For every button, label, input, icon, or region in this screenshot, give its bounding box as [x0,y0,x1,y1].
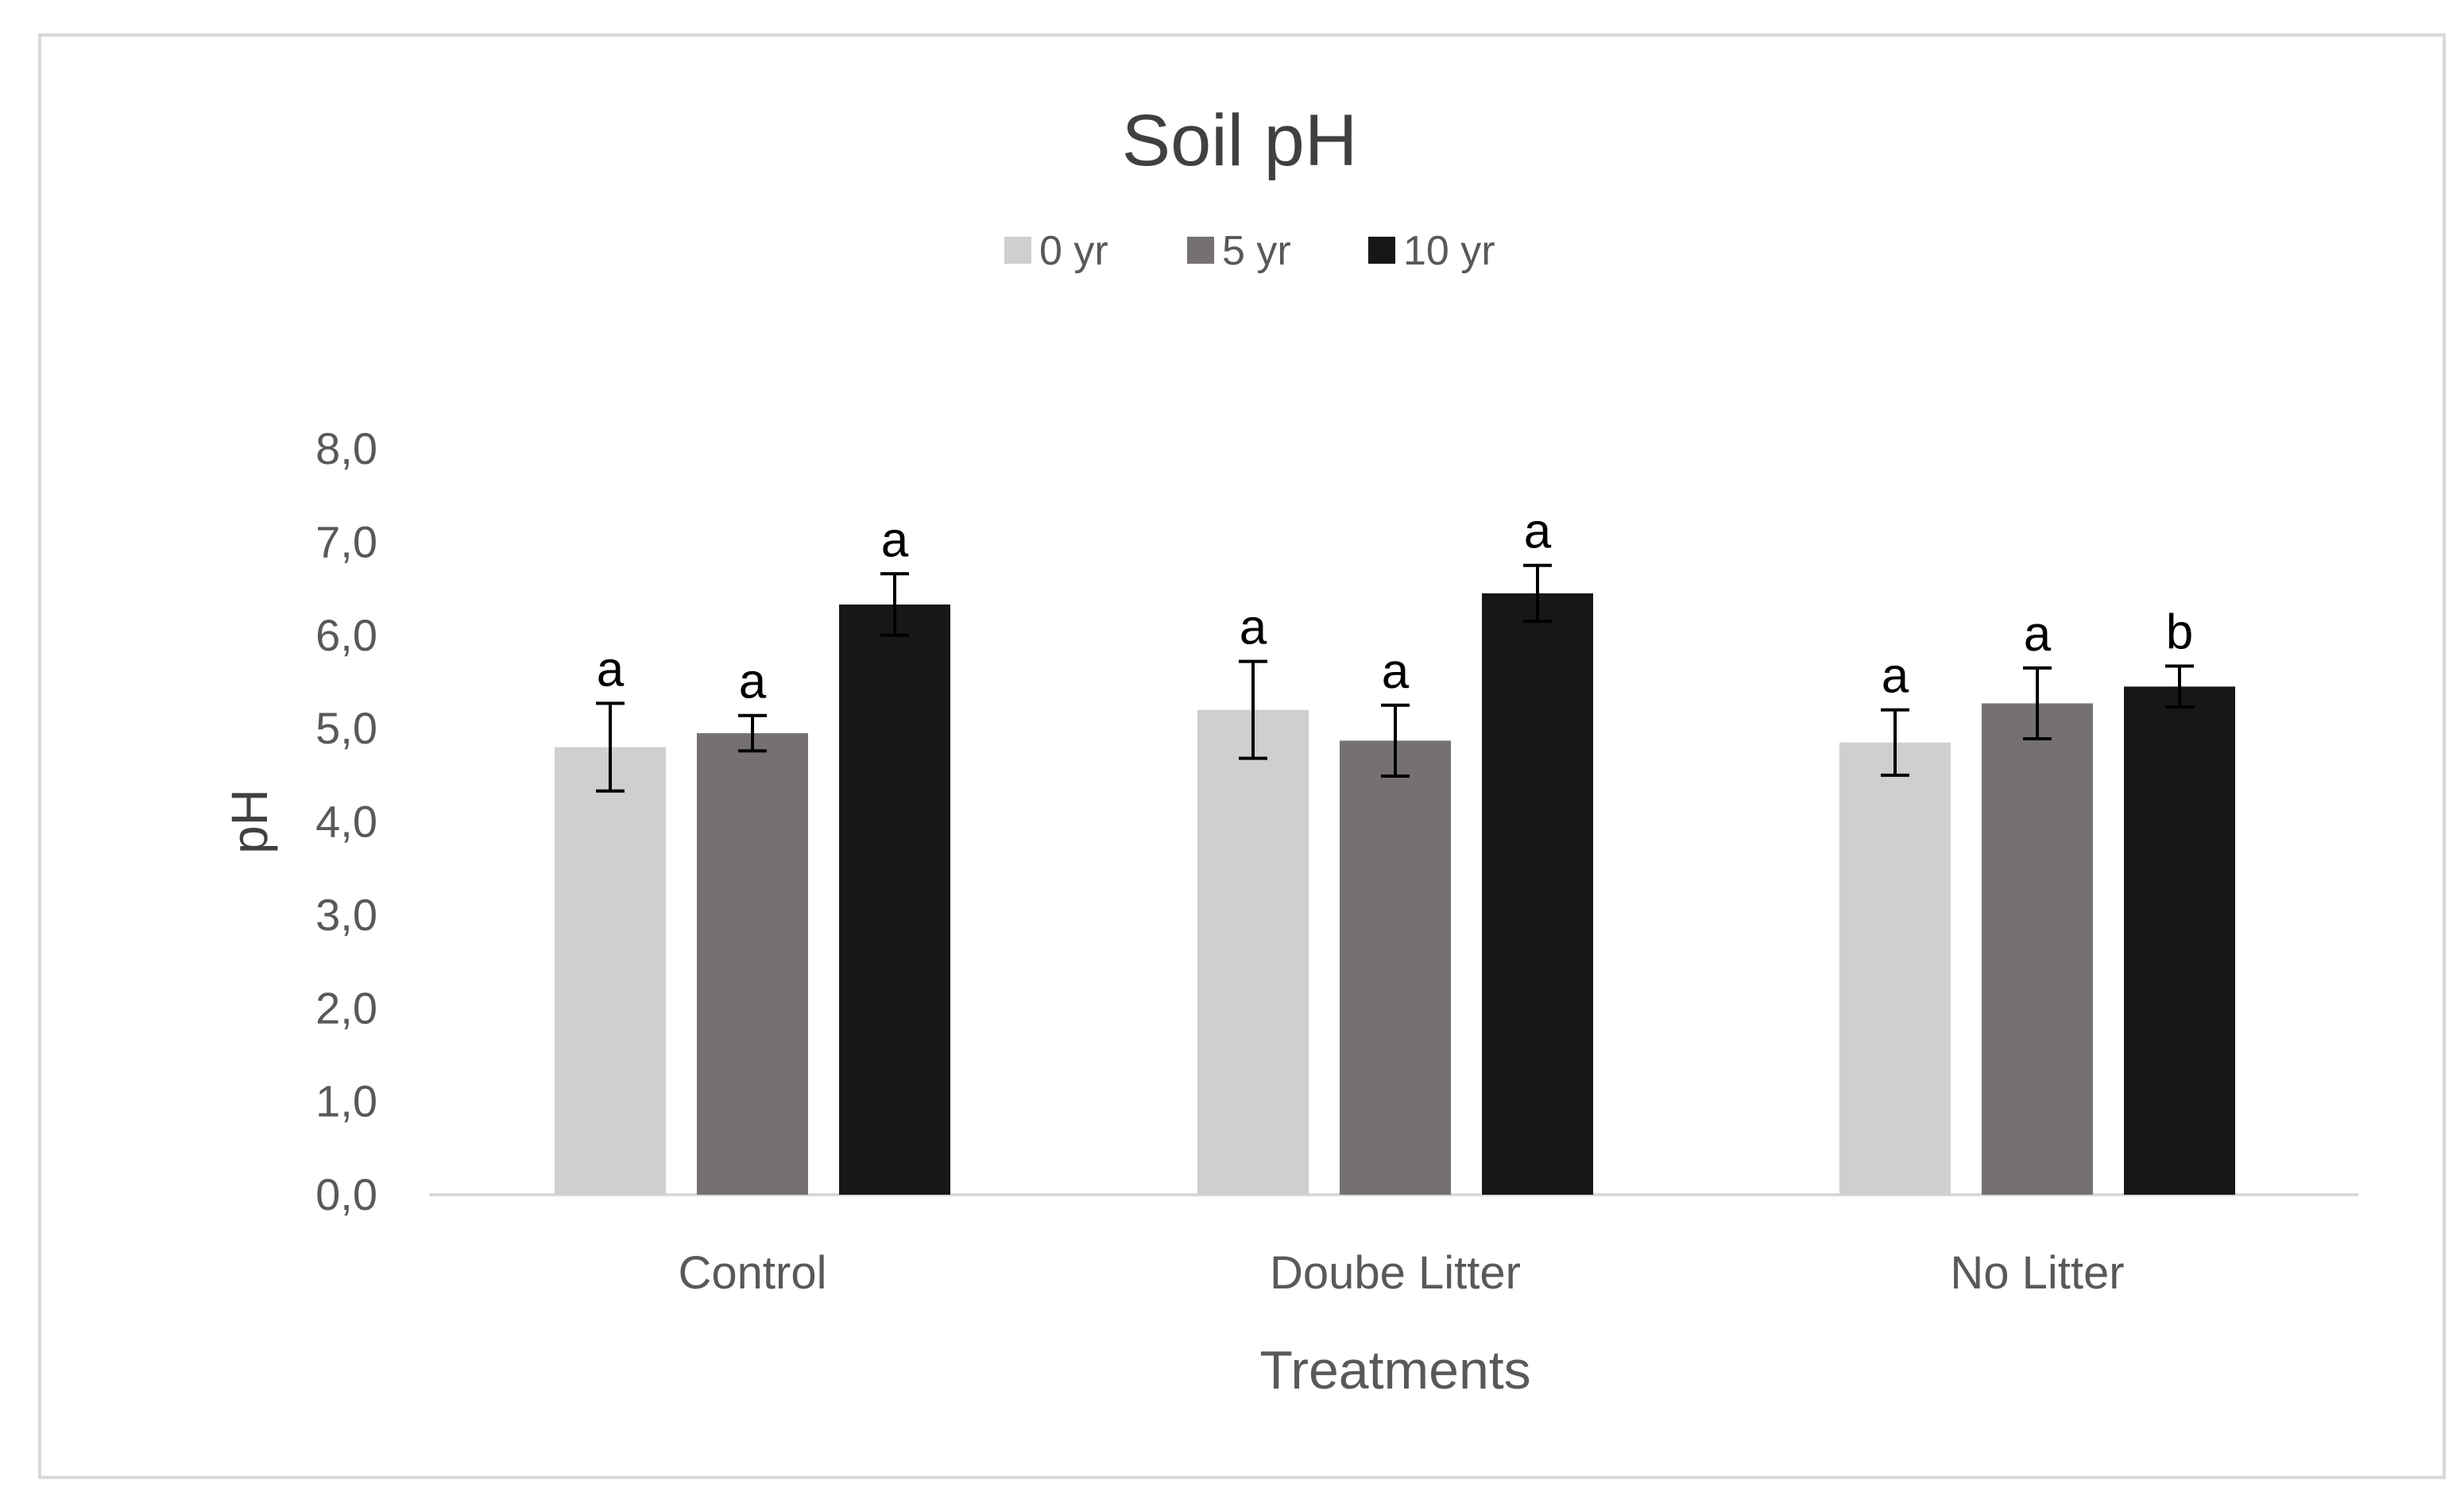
bar [1839,742,1951,1195]
y-tick-label: 1,0 [315,1076,377,1126]
x-axis-title: Treatments [1259,1340,1530,1400]
chart-title: Soil pH [1122,100,1358,181]
bar [697,732,808,1195]
y-tick-label: 7,0 [315,516,377,566]
x-axis-tick-labels: Control Doube Litter No Litter [679,1247,2125,1299]
bar [1482,593,1593,1195]
y-tick-label: 6,0 [315,610,377,660]
y-axis-tick-labels: 0,0 1,0 2,0 3,0 4,0 5,0 6,0 7,0 8,0 [315,423,377,1219]
y-axis-title: pH [221,789,278,854]
significance-letter: a [1382,644,1410,699]
bar [2124,686,2235,1195]
significance-letter: a [597,642,625,697]
significance-letter: a [1882,649,1909,704]
legend-swatch [1187,237,1214,264]
significance-letter: a [1240,601,1267,655]
legend-swatch [1368,237,1395,264]
bar [555,747,666,1195]
significance-letter: a [881,512,909,567]
bar [839,605,950,1195]
x-tick-label: Doube Litter [1270,1247,1521,1299]
y-tick-label: 2,0 [315,983,377,1033]
legend-label: 0 yr [1039,228,1108,274]
y-tick-label: 5,0 [315,703,377,753]
significance-letter: b [2166,605,2193,659]
significance-letter: a [739,655,767,709]
bar [1197,709,1309,1195]
bars: a a a a a a a a b [555,504,2235,1195]
legend-swatch [1004,237,1031,264]
legend-label: 5 yr [1222,228,1291,274]
x-tick-label: No Litter [1950,1247,2124,1299]
bar [1340,740,1451,1195]
x-tick-label: Control [679,1247,827,1299]
y-tick-label: 4,0 [315,797,377,847]
significance-letter: a [1524,504,1552,559]
y-tick-label: 8,0 [315,423,377,473]
legend-label: 10 yr [1403,228,1495,274]
significance-letter: a [2024,607,2052,662]
y-tick-label: 0,0 [315,1169,377,1219]
bar [1982,703,2093,1195]
legend: 0 yr 5 yr 10 yr [1004,228,1495,274]
y-tick-label: 3,0 [315,890,377,940]
